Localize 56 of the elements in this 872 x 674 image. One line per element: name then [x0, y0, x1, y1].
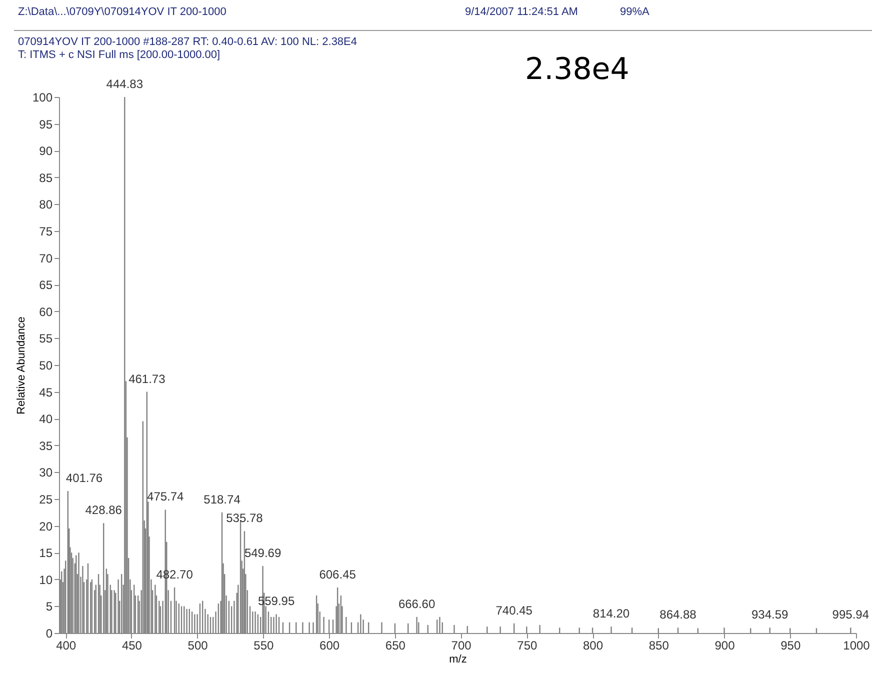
x-tick-label: 400 [56, 638, 76, 652]
annotation: 401.76 [66, 470, 103, 485]
y-tick-label: 45 [39, 385, 53, 400]
annotation: 535.78 [226, 511, 264, 526]
y-tick-label: 75 [39, 224, 53, 238]
annotation: 428.86 [85, 503, 122, 518]
x-tick-label: 950 [780, 638, 801, 652]
y-tick-label: 80 [39, 198, 53, 212]
annotation: 864.88 [660, 608, 697, 622]
annotation: 814.20 [592, 606, 630, 621]
annotation: 666.60 [398, 596, 436, 611]
x-tick-label: 1000 [843, 638, 870, 652]
y-tick-label: 25 [39, 492, 53, 506]
y-tick-label: 95 [39, 117, 53, 132]
annotation: 740.45 [496, 603, 533, 618]
annotation: 606.45 [319, 567, 356, 582]
text: 070914YOV IT 200-1000 #188-287 RT: 0.40-0.61 AV: 100 NL: 2.38E4 [18, 36, 358, 48]
annotation: 518.74 [204, 492, 241, 506]
annotation: 549.69 [244, 546, 282, 560]
x-tick-label: 650 [385, 638, 406, 652]
x-tick-label: 500 [188, 638, 208, 652]
y-tick-label: 0 [46, 626, 53, 640]
x-tick-label: 450 [122, 638, 142, 652]
y-tick-label: 20 [39, 519, 53, 534]
text: 2.38e4 [525, 52, 630, 87]
y-tick-label: 15 [39, 546, 53, 560]
y-tick-label: 90 [39, 144, 53, 158]
y-tick-label: 10 [39, 572, 53, 587]
annotation: 995.94 [832, 608, 870, 622]
chart-title: Z:\Data\...\0709Y\070914YOV IT 200-1000 [18, 6, 226, 18]
x-tick-label: 750 [517, 638, 538, 652]
text: 9/14/2007 11:24:51 AM [465, 6, 578, 18]
y-tick-label: 50 [39, 358, 53, 372]
annotation: 444.83 [106, 77, 144, 91]
annotation: 934.59 [751, 608, 789, 622]
text: T: ITMS + c NSI Full ms [200.00-1000.00] [18, 49, 220, 61]
x-axis-title: m/z [449, 654, 467, 666]
y-tick-label: 70 [39, 251, 53, 266]
x-tick-label: 800 [583, 638, 604, 652]
x-tick-label: 900 [714, 638, 736, 652]
y-tick-label: 65 [39, 278, 53, 292]
y-tick-label: 85 [39, 170, 53, 185]
x-tick-label: 700 [451, 638, 472, 652]
x-tick-label: 550 [254, 638, 274, 652]
x-tick-label: 850 [648, 638, 670, 652]
y-tick-label: 30 [39, 466, 53, 480]
text: 99%A [620, 6, 650, 18]
y-tick-label: 40 [39, 412, 53, 426]
y-tick-label: 55 [39, 332, 53, 346]
y-axis-title: Relative Abundance [15, 316, 28, 414]
y-tick-label: 60 [39, 304, 53, 319]
y-tick-label: 5 [46, 600, 53, 614]
x-tick-label: 600 [320, 638, 340, 652]
y-tick-label: 35 [39, 438, 53, 453]
y-tick-label: 100 [32, 90, 53, 104]
annotation: 461.73 [128, 372, 166, 386]
